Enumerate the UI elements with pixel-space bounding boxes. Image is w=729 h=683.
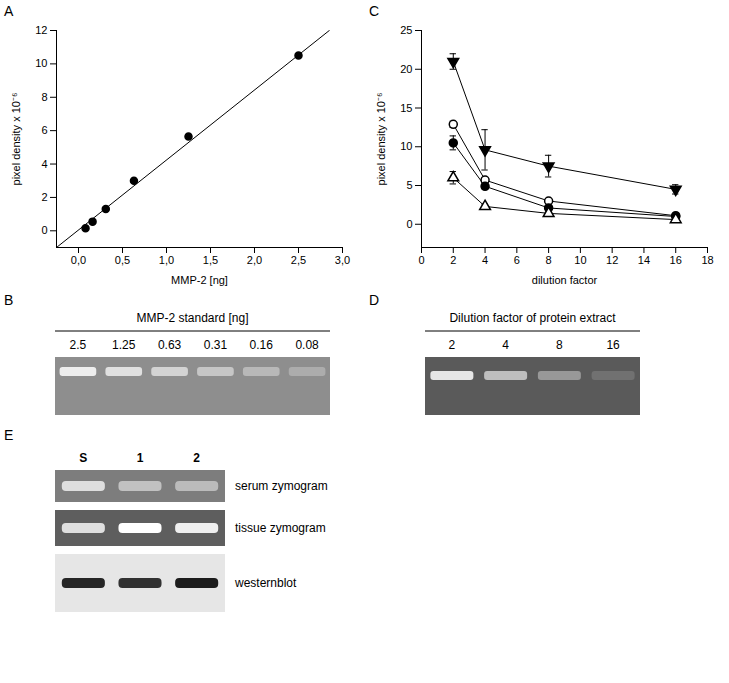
svg-text:D: D [369, 292, 379, 308]
svg-text:Dilution factor of protein ext: Dilution factor of protein extract [449, 311, 616, 325]
svg-text:20: 20 [400, 63, 412, 75]
svg-text:2: 2 [193, 451, 200, 465]
svg-text:4: 4 [502, 338, 509, 352]
svg-text:16: 16 [606, 338, 620, 352]
svg-text:6: 6 [41, 124, 47, 136]
svg-text:10: 10 [35, 57, 47, 69]
svg-text:1: 1 [137, 451, 144, 465]
svg-text:4: 4 [41, 158, 47, 170]
svg-text:6: 6 [514, 254, 520, 266]
svg-text:2,5: 2,5 [291, 254, 306, 266]
svg-text:pixel density x 10⁻⁶: pixel density x 10⁻⁶ [375, 93, 387, 186]
svg-text:MMP-2 standard [ng]: MMP-2 standard [ng] [136, 311, 248, 325]
svg-text:10: 10 [574, 254, 586, 266]
svg-text:pixel density x 10⁻⁶: pixel density x 10⁻⁶ [10, 93, 22, 186]
svg-text:2,0: 2,0 [247, 254, 262, 266]
svg-text:MMP-2 [ng]: MMP-2 [ng] [171, 274, 228, 286]
svg-text:25: 25 [400, 24, 412, 36]
svg-text:0.31: 0.31 [204, 338, 228, 352]
svg-text:0: 0 [418, 254, 424, 266]
svg-text:14: 14 [638, 254, 650, 266]
svg-text:dilution factor: dilution factor [532, 274, 598, 286]
svg-text:1,0: 1,0 [159, 254, 174, 266]
svg-text:8: 8 [546, 254, 552, 266]
svg-text:8: 8 [556, 338, 563, 352]
svg-text:A: A [4, 3, 14, 19]
svg-text:1.25: 1.25 [112, 338, 136, 352]
svg-text:4: 4 [482, 254, 488, 266]
svg-text:0: 0 [406, 218, 412, 230]
svg-text:B: B [4, 292, 13, 308]
svg-text:0.08: 0.08 [295, 338, 319, 352]
svg-text:1,5: 1,5 [203, 254, 218, 266]
svg-text:2: 2 [450, 254, 456, 266]
svg-text:12: 12 [35, 24, 47, 36]
svg-text:16: 16 [670, 254, 682, 266]
svg-text:0.63: 0.63 [158, 338, 182, 352]
svg-text:2: 2 [449, 338, 456, 352]
svg-text:E: E [4, 427, 13, 443]
svg-text:8: 8 [41, 91, 47, 103]
svg-text:0.16: 0.16 [250, 338, 274, 352]
svg-text:S: S [79, 451, 87, 465]
svg-text:2.5: 2.5 [70, 338, 87, 352]
svg-text:18: 18 [701, 254, 713, 266]
svg-text:12: 12 [606, 254, 618, 266]
svg-text:0,5: 0,5 [115, 254, 130, 266]
svg-text:0: 0 [41, 224, 47, 236]
svg-text:C: C [369, 3, 379, 19]
svg-text:5: 5 [406, 179, 412, 191]
svg-text:15: 15 [400, 102, 412, 114]
svg-text:serum zymogram: serum zymogram [235, 479, 328, 493]
svg-text:westernblot: westernblot [234, 576, 297, 590]
svg-text:0,0: 0,0 [71, 254, 86, 266]
svg-text:10: 10 [400, 140, 412, 152]
svg-text:tissue zymogram: tissue zymogram [235, 521, 326, 535]
svg-text:3,0: 3,0 [335, 254, 350, 266]
svg-text:2: 2 [41, 191, 47, 203]
